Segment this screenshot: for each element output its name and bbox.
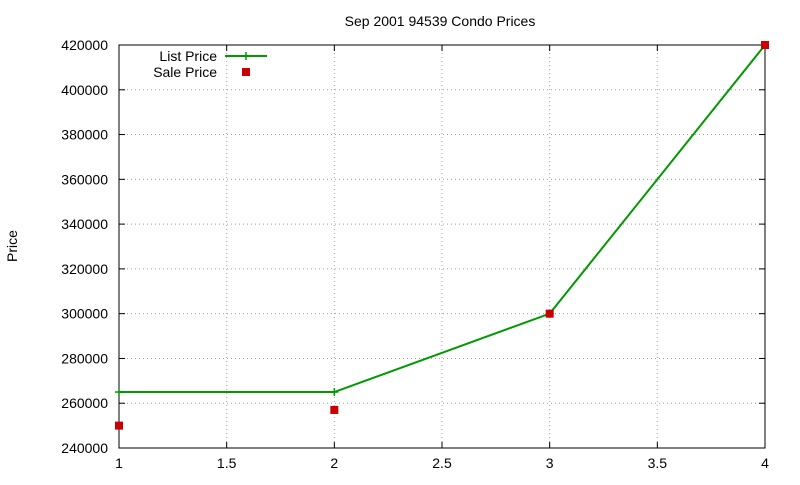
y-tick-label: 300000 xyxy=(61,306,108,322)
legend-label: Sale Price xyxy=(153,64,217,80)
y-tick-label: 280000 xyxy=(61,350,108,366)
x-tick-label: 1.5 xyxy=(217,455,237,471)
legend-swatch-marker xyxy=(242,68,250,76)
series-layer xyxy=(115,41,769,430)
y-tick-label: 340000 xyxy=(61,216,108,232)
legend-label: List Price xyxy=(159,48,217,64)
x-tick-label: 4 xyxy=(761,455,769,471)
y-tick-label: 400000 xyxy=(61,82,108,98)
x-tick-label: 3 xyxy=(546,455,554,471)
series-1 xyxy=(115,41,769,430)
y-tick-label: 240000 xyxy=(61,440,108,456)
sale-price-point xyxy=(330,405,339,414)
x-tick-label: 2 xyxy=(330,455,338,471)
legend-swatch-marker xyxy=(242,52,250,60)
x-tick-label: 1 xyxy=(115,455,123,471)
y-tick-label: 260000 xyxy=(61,395,108,411)
sale-price-point xyxy=(115,421,123,430)
list-price-point xyxy=(330,388,339,397)
y-tick-label: 320000 xyxy=(61,261,108,277)
sale-price-point xyxy=(545,309,554,318)
series-0 xyxy=(115,41,769,397)
sale-price-point xyxy=(761,41,769,49)
y-tick-label: 420000 xyxy=(61,37,108,53)
y-tick-label: 380000 xyxy=(61,127,108,143)
y-tick-label: 360000 xyxy=(61,171,108,187)
list-price-line xyxy=(119,44,766,394)
chart-title: Sep 2001 94539 Condo Prices xyxy=(345,13,536,29)
x-tick-label: 3.5 xyxy=(648,455,668,471)
axis-ticks: 240000 260000 280000 300000 320000 340000 3600… xyxy=(61,37,769,471)
grid-lines xyxy=(119,45,765,448)
list-price-point xyxy=(115,388,123,397)
y-axis-label: Price xyxy=(4,230,20,262)
x-tick-label: 2.5 xyxy=(432,455,452,471)
